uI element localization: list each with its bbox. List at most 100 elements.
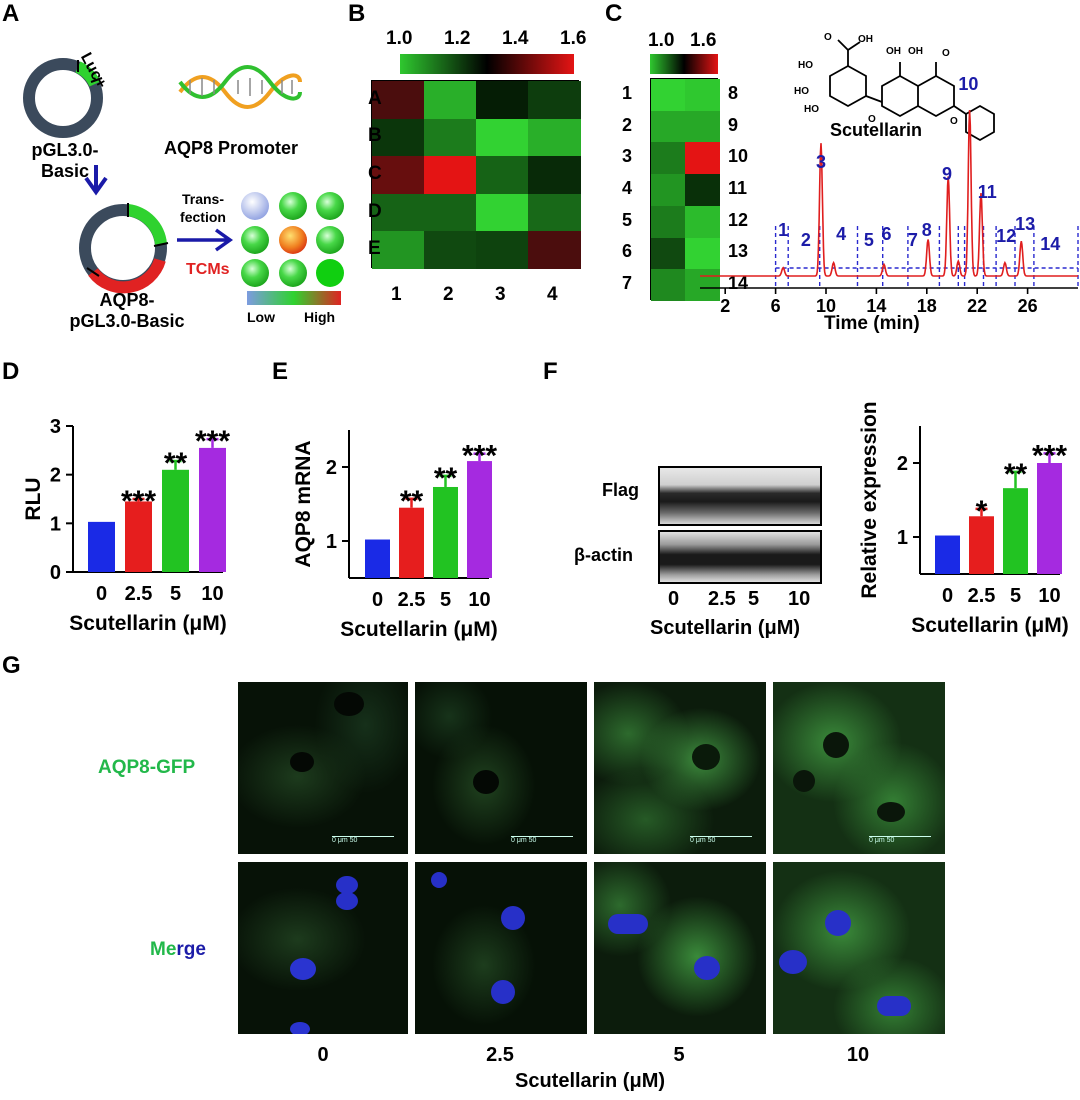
heatmap-b-cell-D2 [424, 193, 477, 232]
compound-name: Scutellarin [830, 120, 923, 140]
blot-xlabel: Scutellarin (μM) [650, 617, 801, 639]
svg-text:HO: HO [804, 104, 819, 115]
heatmap-b-cell-D4 [528, 193, 581, 232]
well-plate [241, 192, 344, 287]
chrom-peak-label: 7 [908, 230, 918, 250]
bar-10 [467, 461, 492, 578]
low-high-scale [247, 291, 341, 305]
panel-b-letter: B [348, 0, 366, 27]
significance-label: ** [1004, 458, 1028, 491]
bar-2.5 [125, 501, 152, 572]
micrograph-gfp-0: 0 μm 50 [238, 682, 408, 854]
svg-text:O: O [824, 32, 832, 43]
blot-tick-label: 10 [788, 588, 811, 610]
y-tick-label: 2 [897, 453, 908, 475]
svg-text:HO: HO [794, 86, 809, 97]
bar-2.5 [969, 516, 994, 574]
blot-tick-label: 0 [668, 588, 680, 610]
heatmap-c-colorbar [650, 54, 718, 74]
x-tick-label: 5 [170, 583, 181, 605]
micrograph-gfp-5: 0 μm 50 [594, 682, 766, 854]
down-arrow-icon [84, 165, 108, 196]
svg-text:OH: OH [908, 46, 923, 57]
heatmap-b-cell-B4 [528, 118, 581, 157]
heatmap-b-cell-E4 [528, 231, 581, 270]
heatmap-c-left-label: 4 [622, 178, 633, 198]
micrograph-gfp-2.5: 0 μm 50 [415, 682, 587, 854]
heatmap-b [371, 80, 581, 270]
svg-text:O: O [950, 116, 958, 127]
blot-label-actin: β-actin [574, 545, 633, 565]
chrom-peak-label: 13 [1015, 214, 1035, 234]
blot-ticks: 0 2.5 5 10 [658, 588, 818, 612]
micrograph-xlabel: Scutellarin (μM) [514, 1070, 666, 1092]
blot-tick-label: 5 [748, 588, 760, 610]
heatmap-b-col-label: 4 [547, 284, 558, 305]
x-axis-label: Scutellarin (μM) [340, 618, 498, 641]
plasmid2-name: AQP8- pGL3.0-Basic [69, 290, 185, 331]
heatmap-c-right-label: 12 [728, 209, 749, 230]
micrograph-merge-10 [773, 862, 945, 1034]
heatmap-c-cell-1-0 [651, 110, 686, 143]
x-tick-label: 0 [96, 583, 107, 605]
bar-chart-e: 1 2 0 ** 2.5 ** 5 *** 10 AQP8 mRNA Scutellarin (μM… [292, 430, 498, 641]
bar-5 [1003, 488, 1028, 574]
heatmap-b-row-label: A [368, 87, 382, 109]
y-tick-label: 1 [50, 513, 61, 535]
chrom-peak-label: 12 [996, 226, 1016, 246]
heatmap-b-cell-B3 [476, 118, 529, 157]
bar-5 [433, 486, 458, 578]
bar-chart-d: 0 1 2 3 0 *** 2.5 ** 5 *** 10 RLU Scutellarin (μM) [22, 416, 230, 635]
transfection-label: Trans- fection [180, 191, 226, 225]
micrograph-col-labels: 0 2.5 5 10 [238, 1044, 945, 1068]
heatmap-b-cell-D1 [372, 193, 425, 232]
micrograph-merge-0 [238, 862, 408, 1034]
aqp8-insert-segment [88, 258, 166, 294]
chrom-x-tick-label: 18 [917, 296, 937, 316]
micrograph-col-label: 5 [673, 1044, 685, 1066]
chrom-x-tick-label: 10 [816, 296, 836, 316]
micrograph-col-label: 0 [317, 1044, 329, 1066]
chrom-x-tick-label: 22 [967, 296, 987, 316]
heatmap-b-colorbar-tick: 1.4 [502, 28, 529, 49]
significance-label: *** [462, 440, 497, 473]
bar-5 [162, 469, 189, 572]
panel-c-letter: C [605, 0, 623, 27]
heatmap-c-colorbar-tick: 1.0 [648, 30, 675, 51]
x-tick-label: 10 [468, 589, 490, 611]
heatmap-b-cell-C1 [372, 156, 425, 195]
heatmap-c-cell-6-0 [651, 269, 686, 302]
heatmap-c-cell-3-0 [651, 174, 686, 207]
significance-label: ** [400, 485, 424, 518]
heatmap-b-row-label: C [368, 163, 382, 184]
heatmap-b-cell-D3 [476, 193, 529, 232]
micrograph-col-label: 10 [846, 1044, 870, 1066]
heatmap-c-cell-2-0 [651, 142, 686, 175]
y-tick-label: 1 [897, 527, 908, 549]
heatmap-c-left-label: 5 [622, 209, 633, 230]
y-tick-label: 1 [326, 531, 337, 553]
y-axis-label: RLU [22, 477, 45, 520]
scutellarin-structure-icon: HO HO HO OH O O OH OH O O [794, 32, 995, 142]
heatmap-b-col-label: 2 [443, 284, 454, 305]
significance-label: ** [434, 462, 458, 495]
blot-tick-label: 2.5 [708, 588, 736, 610]
bar-0 [935, 535, 960, 574]
right-arrow-icon [177, 228, 234, 252]
panel-f-letter: F [543, 358, 558, 385]
heatmap-b-col-labels: 1 2 3 4 [371, 284, 579, 306]
x-tick-label: 5 [1010, 585, 1021, 607]
x-tick-label: 2.5 [968, 585, 996, 607]
panel-g-letter: G [2, 652, 21, 679]
heatmap-b-cell-B2 [424, 118, 477, 157]
significance-label: ** [164, 447, 188, 480]
heatmap-c-right-label: 11 [728, 178, 748, 198]
x-tick-label: 0 [372, 589, 383, 611]
heatmap-c-right-labels: 8 9 10 11 12 13 14 [722, 78, 750, 300]
micrograph-col-label: 2.5 [486, 1044, 514, 1066]
heatmap-b-cell-A2 [424, 81, 477, 120]
heatmap-c-left-labels: 1 2 3 4 5 6 7 [622, 78, 642, 300]
row-label-merge: Merge [150, 939, 206, 960]
heatmap-c-left-label: 6 [622, 241, 633, 262]
